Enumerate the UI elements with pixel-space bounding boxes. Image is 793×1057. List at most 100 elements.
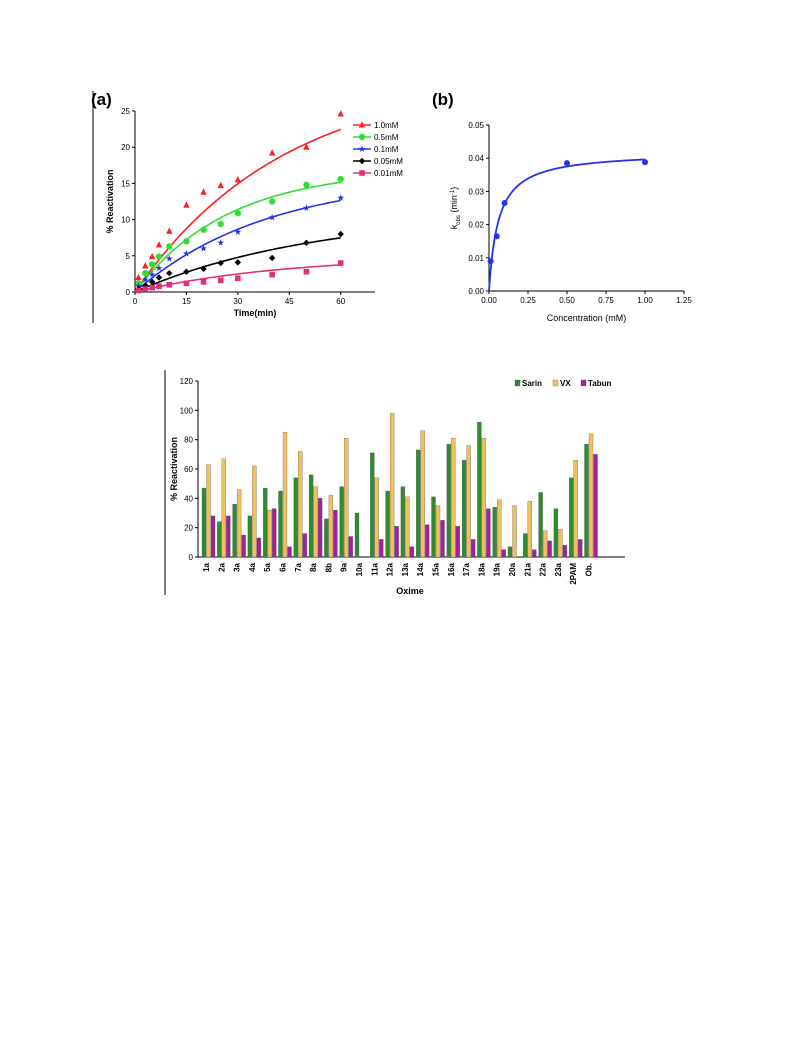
b-x-tick-label: 0.25 — [520, 296, 536, 305]
c-x-tick-label: 7a — [294, 562, 303, 571]
c-bar-Sarin — [385, 490, 390, 558]
a-point-0.5mM — [303, 181, 310, 189]
c-x-axis-title: Oxime — [396, 586, 424, 596]
c-bar-VX — [420, 430, 425, 558]
c-bar-VX — [451, 438, 456, 558]
c-bar-Tabun — [317, 498, 323, 558]
b-y-axis-title-part: k — [449, 224, 459, 229]
a-point-0.5mM — [148, 261, 156, 268]
c-bar-VX — [267, 509, 272, 558]
b-x-tick-label: 0.00 — [481, 296, 497, 305]
c-bar-Tabun — [210, 515, 216, 558]
c-legend-label: VX — [560, 379, 571, 388]
a-point-0.5mM — [155, 253, 163, 260]
c-bar-VX — [512, 505, 517, 558]
a-point-0.05mM — [217, 259, 224, 267]
c-bar-VX — [328, 495, 334, 558]
a-point-0.1mM — [135, 282, 142, 290]
a-point-0.1mM — [141, 276, 149, 283]
c-bar-Sarin — [416, 449, 421, 558]
c-bar-Sarin — [431, 496, 436, 558]
c-bar-Tabun — [593, 454, 598, 558]
b-y-axis-title-part: -1 — [450, 189, 456, 195]
c-bar-Sarin — [324, 518, 329, 558]
c-bar-Sarin — [293, 477, 298, 558]
c-bar-VX — [527, 501, 532, 558]
c-legend-swatch — [552, 379, 559, 387]
c-bar-Tabun — [272, 508, 277, 558]
c-x-tick-label: 2PAM — [569, 563, 578, 585]
b-y-tick-label: 0.04 — [468, 154, 484, 163]
b-x-tick-label: 0.50 — [559, 296, 575, 305]
a-point-0.01mM — [156, 283, 162, 290]
a-point-0.5mM — [166, 243, 173, 250]
b-fit-line — [488, 158, 646, 292]
a-point-0.01mM — [135, 287, 142, 294]
a-point-1.0mM — [148, 252, 156, 260]
a-point-0.05mM — [142, 282, 149, 289]
a-point-0.1mM — [155, 264, 163, 272]
c-x-tick-label: 3a — [233, 562, 242, 571]
c-x-tick-label: 19a — [493, 562, 502, 576]
c-bar-Tabun — [241, 534, 246, 558]
a-point-0.01mM — [217, 277, 224, 284]
a-legend-label: 0.5mM — [374, 133, 399, 142]
c-x-tick-label: 2a — [217, 562, 226, 571]
c-bar-Tabun — [547, 540, 552, 558]
c-bar-Tabun — [379, 539, 384, 558]
a-point-0.01mM — [235, 275, 241, 282]
c-x-tick-label: 8b — [324, 563, 333, 572]
a-point-0.1mM — [165, 255, 173, 262]
c-bar-Sarin — [477, 421, 482, 558]
a-point-1.0mM — [166, 227, 173, 234]
a-y-tick-label: 15 — [121, 179, 130, 188]
a-fit-line-0.5mM — [134, 181, 341, 293]
c-x-tick-label: 21a — [523, 562, 532, 576]
a-point-1.0mM — [200, 188, 207, 195]
a-point-0.01mM — [142, 286, 149, 292]
c-y-tick-label: 100 — [180, 406, 194, 415]
b-point — [493, 233, 500, 240]
b-point — [501, 200, 508, 207]
c-bar-Sarin — [232, 504, 237, 558]
a-y-tick-label: 25 — [121, 107, 130, 116]
c-bar-VX — [558, 528, 563, 558]
c-x-tick-label: 14a — [416, 562, 425, 576]
a-point-0.05mM — [268, 254, 276, 262]
a-fit-line-0.01mM — [134, 264, 341, 293]
a-x-tick-label: 30 — [233, 297, 242, 306]
a-x-tick-label: 0 — [133, 297, 138, 306]
a-point-1.0mM — [155, 241, 163, 248]
c-bar-Sarin — [339, 486, 344, 558]
c-legend-swatch — [514, 379, 521, 387]
a-point-0.01mM — [200, 279, 207, 285]
c-bar-Tabun — [486, 508, 491, 558]
a-fit-line-1.0mM — [134, 128, 341, 293]
a-y-axis-title: % Reactivation — [105, 169, 115, 233]
c-x-tick-label: 11a — [370, 562, 379, 575]
a-point-0.5mM — [135, 280, 142, 287]
panel-b-label: (b) — [432, 90, 454, 109]
c-bar-Sarin — [492, 506, 497, 558]
c-bar-Tabun — [470, 539, 476, 558]
a-point-0.05mM — [135, 285, 142, 293]
b-y-tick-label: 0.01 — [468, 254, 484, 263]
a-point-0.5mM — [234, 209, 242, 217]
c-x-tick-label: 8a — [309, 562, 318, 571]
a-legend-marker — [358, 121, 366, 128]
c-x-tick-label: 10a — [355, 562, 364, 576]
a-point-0.5mM — [200, 226, 207, 233]
c-y-tick-label: 60 — [184, 465, 193, 474]
a-point-0.05mM — [183, 268, 190, 275]
a-x-tick-label: 15 — [182, 297, 191, 306]
c-bar-VX — [236, 489, 242, 558]
c-bar-Sarin — [201, 487, 207, 558]
c-bar-VX — [206, 464, 211, 558]
c-bar-Sarin — [370, 452, 375, 558]
c-bar-Tabun — [302, 533, 307, 558]
a-legend-marker — [359, 170, 365, 176]
c-bar-VX — [466, 445, 471, 558]
c-bar-Tabun — [455, 526, 460, 558]
c-bar-VX — [542, 530, 548, 558]
a-point-0.5mM — [268, 198, 276, 205]
